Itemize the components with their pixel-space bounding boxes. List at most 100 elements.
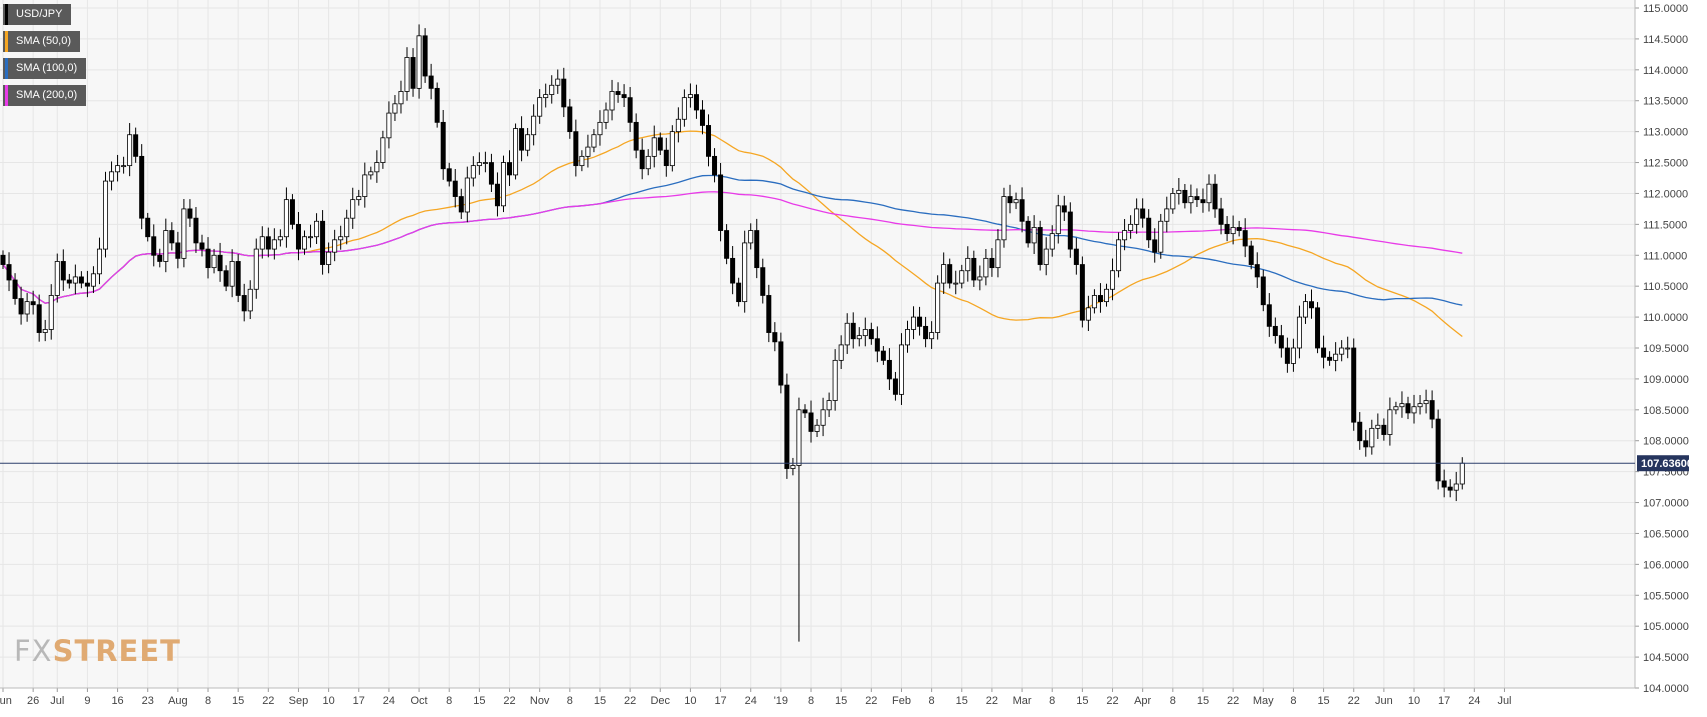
- candle-body: [115, 165, 121, 173]
- candle-body: [1411, 406, 1417, 414]
- candle-body: [1122, 230, 1128, 241]
- candle-body: [488, 162, 494, 185]
- y-tick-label: 111.5000: [1643, 219, 1687, 231]
- x-tick-label: May: [1253, 695, 1274, 707]
- candle-body: [1116, 239, 1122, 272]
- candle-body: [127, 134, 133, 167]
- candle-body: [609, 91, 615, 111]
- candle-body: [494, 183, 500, 207]
- legend: USD/JPY SMA (50,0) SMA (100,0) SMA (200,…: [3, 4, 87, 112]
- candle-body: [965, 257, 971, 272]
- candle-body: [283, 199, 289, 238]
- candle-body: [663, 149, 669, 167]
- x-tick-label: 22: [624, 695, 636, 707]
- y-tick-label: 112.0000: [1643, 188, 1688, 200]
- candle-body: [1061, 205, 1067, 213]
- candle-body: [633, 121, 639, 151]
- candle-body: [1091, 295, 1097, 309]
- candle-body: [211, 254, 217, 269]
- candle-body: [109, 171, 115, 182]
- x-tick-label: 15: [956, 695, 968, 707]
- y-tick-label: 106.5000: [1643, 528, 1689, 540]
- candle-body: [1381, 424, 1387, 435]
- x-tick-label: Jun: [1375, 695, 1393, 707]
- candle-body: [344, 217, 350, 238]
- candle-body: [1453, 483, 1459, 491]
- candle-body: [687, 94, 693, 99]
- candle-body: [428, 75, 434, 89]
- candle-body: [1140, 208, 1146, 219]
- candle-body: [1176, 189, 1182, 194]
- x-tick-label: 8: [446, 695, 452, 707]
- candle-body: [880, 350, 886, 361]
- candle-body: [1387, 409, 1393, 435]
- y-tick-label: 112.5000: [1643, 158, 1688, 170]
- candle-body: [669, 131, 675, 167]
- candle-body: [121, 165, 127, 168]
- y-tick-label: 113.0000: [1643, 127, 1688, 139]
- candle-body: [1417, 403, 1423, 408]
- y-tick-label: 104.5000: [1643, 652, 1689, 664]
- candle-body: [458, 196, 464, 213]
- candle-body: [392, 103, 398, 114]
- y-tick-label: 110.0000: [1643, 312, 1688, 324]
- legend-item-sma200[interactable]: SMA (200,0): [3, 85, 87, 106]
- candle-body: [1309, 301, 1315, 309]
- candle-body: [1055, 205, 1061, 235]
- candle-body: [838, 344, 844, 361]
- x-tick-label: '19: [774, 695, 788, 707]
- x-tick-label: 8: [205, 695, 211, 707]
- candle-body: [205, 248, 211, 269]
- x-tick-label: Jul: [50, 695, 64, 707]
- candle-body: [868, 329, 874, 340]
- candle-body: [597, 121, 603, 136]
- candle-body: [1321, 347, 1327, 358]
- candle-body: [898, 344, 904, 395]
- legend-item-usdjpy[interactable]: USD/JPY: [3, 4, 72, 25]
- x-tick-label: 22: [1106, 695, 1118, 707]
- y-tick-label: 108.0000: [1643, 436, 1689, 448]
- x-tick-label: 22: [262, 695, 274, 707]
- candle-body: [1007, 196, 1013, 204]
- legend-swatch: [5, 31, 8, 52]
- x-tick-label: 24: [745, 695, 757, 707]
- candle-body: [60, 261, 66, 281]
- candle-body: [476, 162, 482, 167]
- x-tick-label: 22: [865, 695, 877, 707]
- candle-body: [772, 332, 778, 343]
- candle-body: [259, 236, 265, 250]
- candle-body: [953, 282, 959, 285]
- candle-body: [724, 230, 730, 259]
- candle-body: [1224, 223, 1230, 235]
- x-tick-label: Sep: [289, 695, 309, 707]
- candle-body: [712, 155, 718, 176]
- fxstreet-logo: FXSTREET: [14, 634, 181, 668]
- candle-body: [175, 242, 181, 259]
- candle-body: [320, 220, 326, 265]
- candle-body: [959, 270, 965, 284]
- candle-body: [1248, 245, 1254, 265]
- x-tick-label: 10: [684, 695, 696, 707]
- candle-body: [1146, 217, 1152, 241]
- candle-body: [1459, 462, 1465, 485]
- candle-body: [856, 335, 862, 340]
- candle-body: [193, 217, 199, 244]
- x-tick-label: Dec: [650, 695, 670, 707]
- x-tick-label: Apr: [1134, 695, 1151, 707]
- x-tick-label: Jul: [1497, 695, 1511, 707]
- candle-body: [693, 94, 699, 111]
- legend-item-sma100[interactable]: SMA (100,0): [3, 58, 87, 79]
- x-tick-label: Aug: [168, 695, 188, 707]
- x-tick-label: 8: [567, 695, 573, 707]
- x-tick-label: 15: [1197, 695, 1209, 707]
- candle-body: [422, 35, 428, 77]
- candle-body: [452, 180, 458, 197]
- candle-body: [1290, 347, 1296, 364]
- x-tick-label: 26: [27, 695, 39, 707]
- candle-body: [555, 78, 561, 86]
- x-tick-label: 15: [1076, 695, 1088, 707]
- legend-item-sma50[interactable]: SMA (50,0): [3, 31, 81, 52]
- candle-body: [730, 257, 736, 284]
- candle-body: [1345, 347, 1351, 350]
- candle-body: [446, 168, 452, 182]
